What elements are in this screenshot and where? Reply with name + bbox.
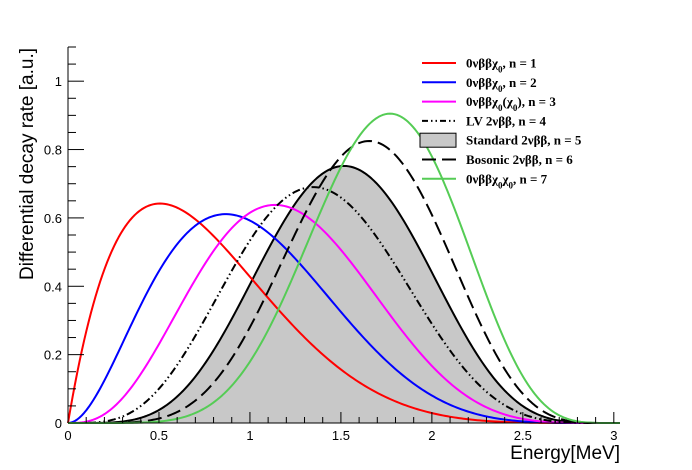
- legend-swatch: [419, 132, 457, 148]
- x-tick-label: 1: [246, 428, 253, 443]
- curve-standard-2-n-5: [68, 164, 620, 424]
- curve-bosonic-2-n-6: [68, 140, 620, 424]
- curve-0-0-n-2: [67, 213, 620, 424]
- legend-entry-lv-2-n-4: LV 2νββ, n = 4: [422, 113, 547, 128]
- legend-label: 0νββχ0χ0, n = 7: [466, 171, 548, 190]
- x-tick-label: 2.5: [514, 428, 532, 443]
- legend-label: 0νββχ0, n = 2: [466, 75, 537, 94]
- x-tick-label: 0: [64, 428, 71, 443]
- x-tick-label: 0.5: [150, 428, 168, 443]
- curve-0-0-0-n-7: [68, 112, 620, 424]
- legend-label: Standard 2νββ, n = 5: [466, 133, 582, 148]
- legend-entry-standard-2-n-5: Standard 2νββ, n = 5: [419, 132, 582, 148]
- y-tick-label: 0.4: [44, 279, 62, 294]
- x-tick-label: 3: [610, 428, 617, 443]
- legend-entry-bosonic-2-n-6: Bosonic 2νββ, n = 6: [422, 152, 573, 167]
- y-tick-label: 0.2: [44, 348, 62, 363]
- y-tick-label: 0.6: [44, 211, 62, 226]
- y-axis-title: Differential decay rate [a.u.]: [17, 48, 38, 280]
- curve-lv-2-n-4: [68, 186, 620, 424]
- legend-label: 0νββχ0, n = 1: [466, 56, 537, 75]
- legend-label: LV 2νββ, n = 4: [466, 113, 547, 128]
- y-tick-label: 1: [55, 74, 62, 89]
- legend-entry-0-0-n-1: 0νββχ0, n = 1: [422, 56, 537, 75]
- legend-entry-0-0-0-n-7: 0νββχ0χ0, n = 7: [422, 171, 548, 190]
- y-tick-label: 0.8: [44, 143, 62, 158]
- legend-entry-0-0-n-2: 0νββχ0, n = 2: [422, 75, 537, 94]
- x-tick-label: 1.5: [332, 428, 350, 443]
- legend-label: 0νββχ0(χ0), n = 3: [466, 94, 556, 113]
- x-tick-label: 2: [428, 428, 435, 443]
- y-tick-label: 0: [55, 416, 62, 431]
- legend-label: Bosonic 2νββ, n = 6: [466, 152, 573, 167]
- x-axis-ticks: 0 0.5 1 1.5 2 2.5 3: [64, 412, 617, 443]
- curve-0-0-0-n-3: [68, 203, 620, 424]
- y-axis-ticks: 0 0.2 0.4 0.6 0.8 1: [44, 46, 84, 431]
- x-axis-title: Energy[MeV]: [510, 443, 620, 464]
- curve-fill-standard-2-n-5: [68, 165, 620, 423]
- legend-entry-0-0-0-n-3: 0νββχ0(χ0), n = 3: [422, 94, 556, 113]
